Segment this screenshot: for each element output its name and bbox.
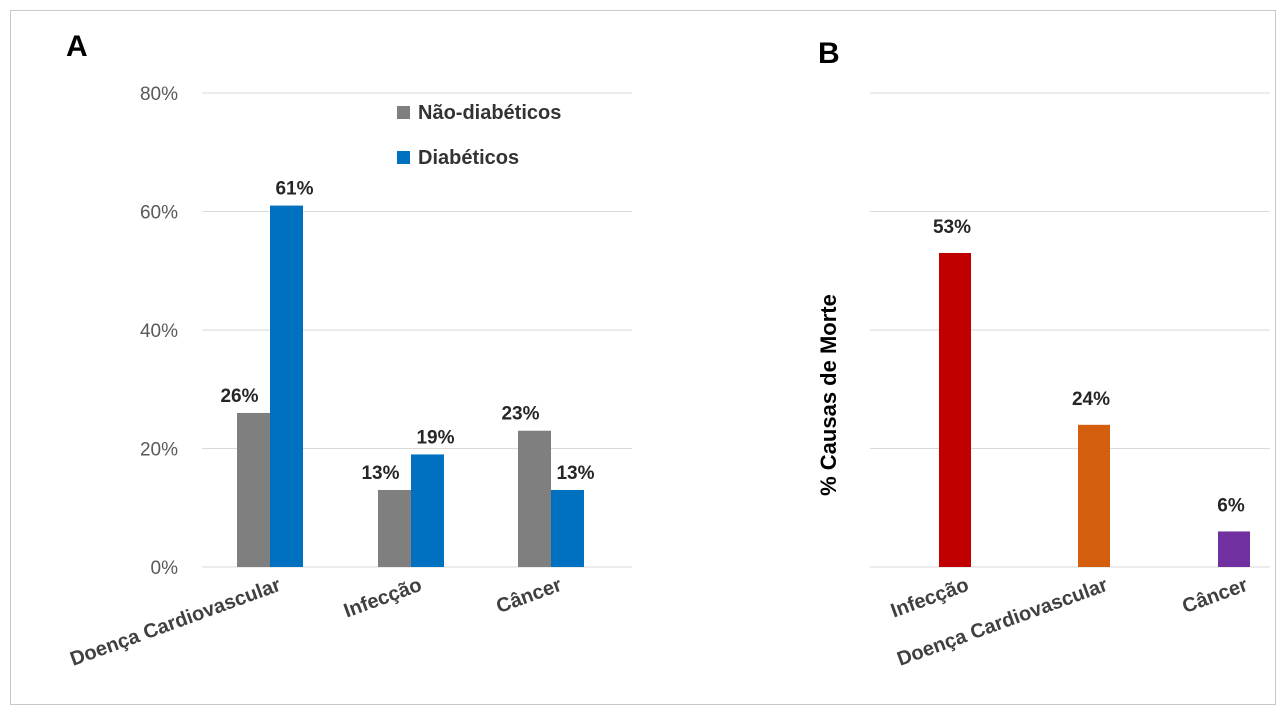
panel-b-data-label: 6% — [1217, 495, 1245, 516]
panel-b-letter: B — [818, 37, 840, 70]
panel-a-category-label: Câncer — [493, 574, 564, 618]
panel-a-ytick-label: 40% — [140, 321, 178, 342]
panel-a-letter: A — [66, 30, 88, 63]
figure-frame — [10, 10, 1276, 705]
panel-a-bar-nao-diabeticos — [378, 489, 411, 567]
panel-a-bar-nao-diabeticos — [518, 430, 551, 567]
panel-a-data-label: 13% — [556, 463, 594, 484]
panel-a-ytick-label: 0% — [151, 558, 179, 579]
panel-b-category-label: Infecção — [888, 574, 972, 622]
panel-b-data-label: 24% — [1072, 389, 1110, 410]
panel-a-ytick-label: 60% — [140, 203, 178, 224]
legend-label: Diabéticos — [418, 147, 519, 169]
legend-swatch-nao-diabeticos — [397, 106, 410, 119]
panel-a-data-label: 26% — [220, 386, 258, 407]
panel-a-bar-diabeticos — [411, 454, 444, 567]
panel-b-category-label: Câncer — [1179, 574, 1250, 618]
panel-a-category-label: Doença Cardiovascular — [67, 574, 284, 671]
panel-a-ytick-label: 80% — [140, 84, 178, 105]
legend-label: Não-diabéticos — [418, 102, 561, 124]
panel-b-bar — [939, 252, 971, 567]
panel-a-data-label: 19% — [416, 427, 454, 448]
panel-a-ytick-label: 20% — [140, 440, 178, 461]
legend-swatch-diabeticos — [397, 151, 410, 164]
panel-b-y-axis-label: % Causas de Morte — [816, 294, 841, 496]
panel-a-bar-diabeticos — [551, 489, 584, 567]
panel-b-bar — [1218, 531, 1250, 567]
panel-a-data-label: 13% — [361, 463, 399, 484]
panel-a-bar-diabeticos — [270, 205, 303, 567]
panel-a-data-label: 61% — [275, 179, 313, 200]
panel-a-category-label: Infecção — [341, 574, 425, 622]
panel-a-bar-nao-diabeticos — [237, 412, 270, 567]
panel-a-data-label: 23% — [501, 404, 539, 425]
panel-b-bar — [1078, 424, 1110, 567]
panel-b-data-label: 53% — [933, 217, 971, 238]
